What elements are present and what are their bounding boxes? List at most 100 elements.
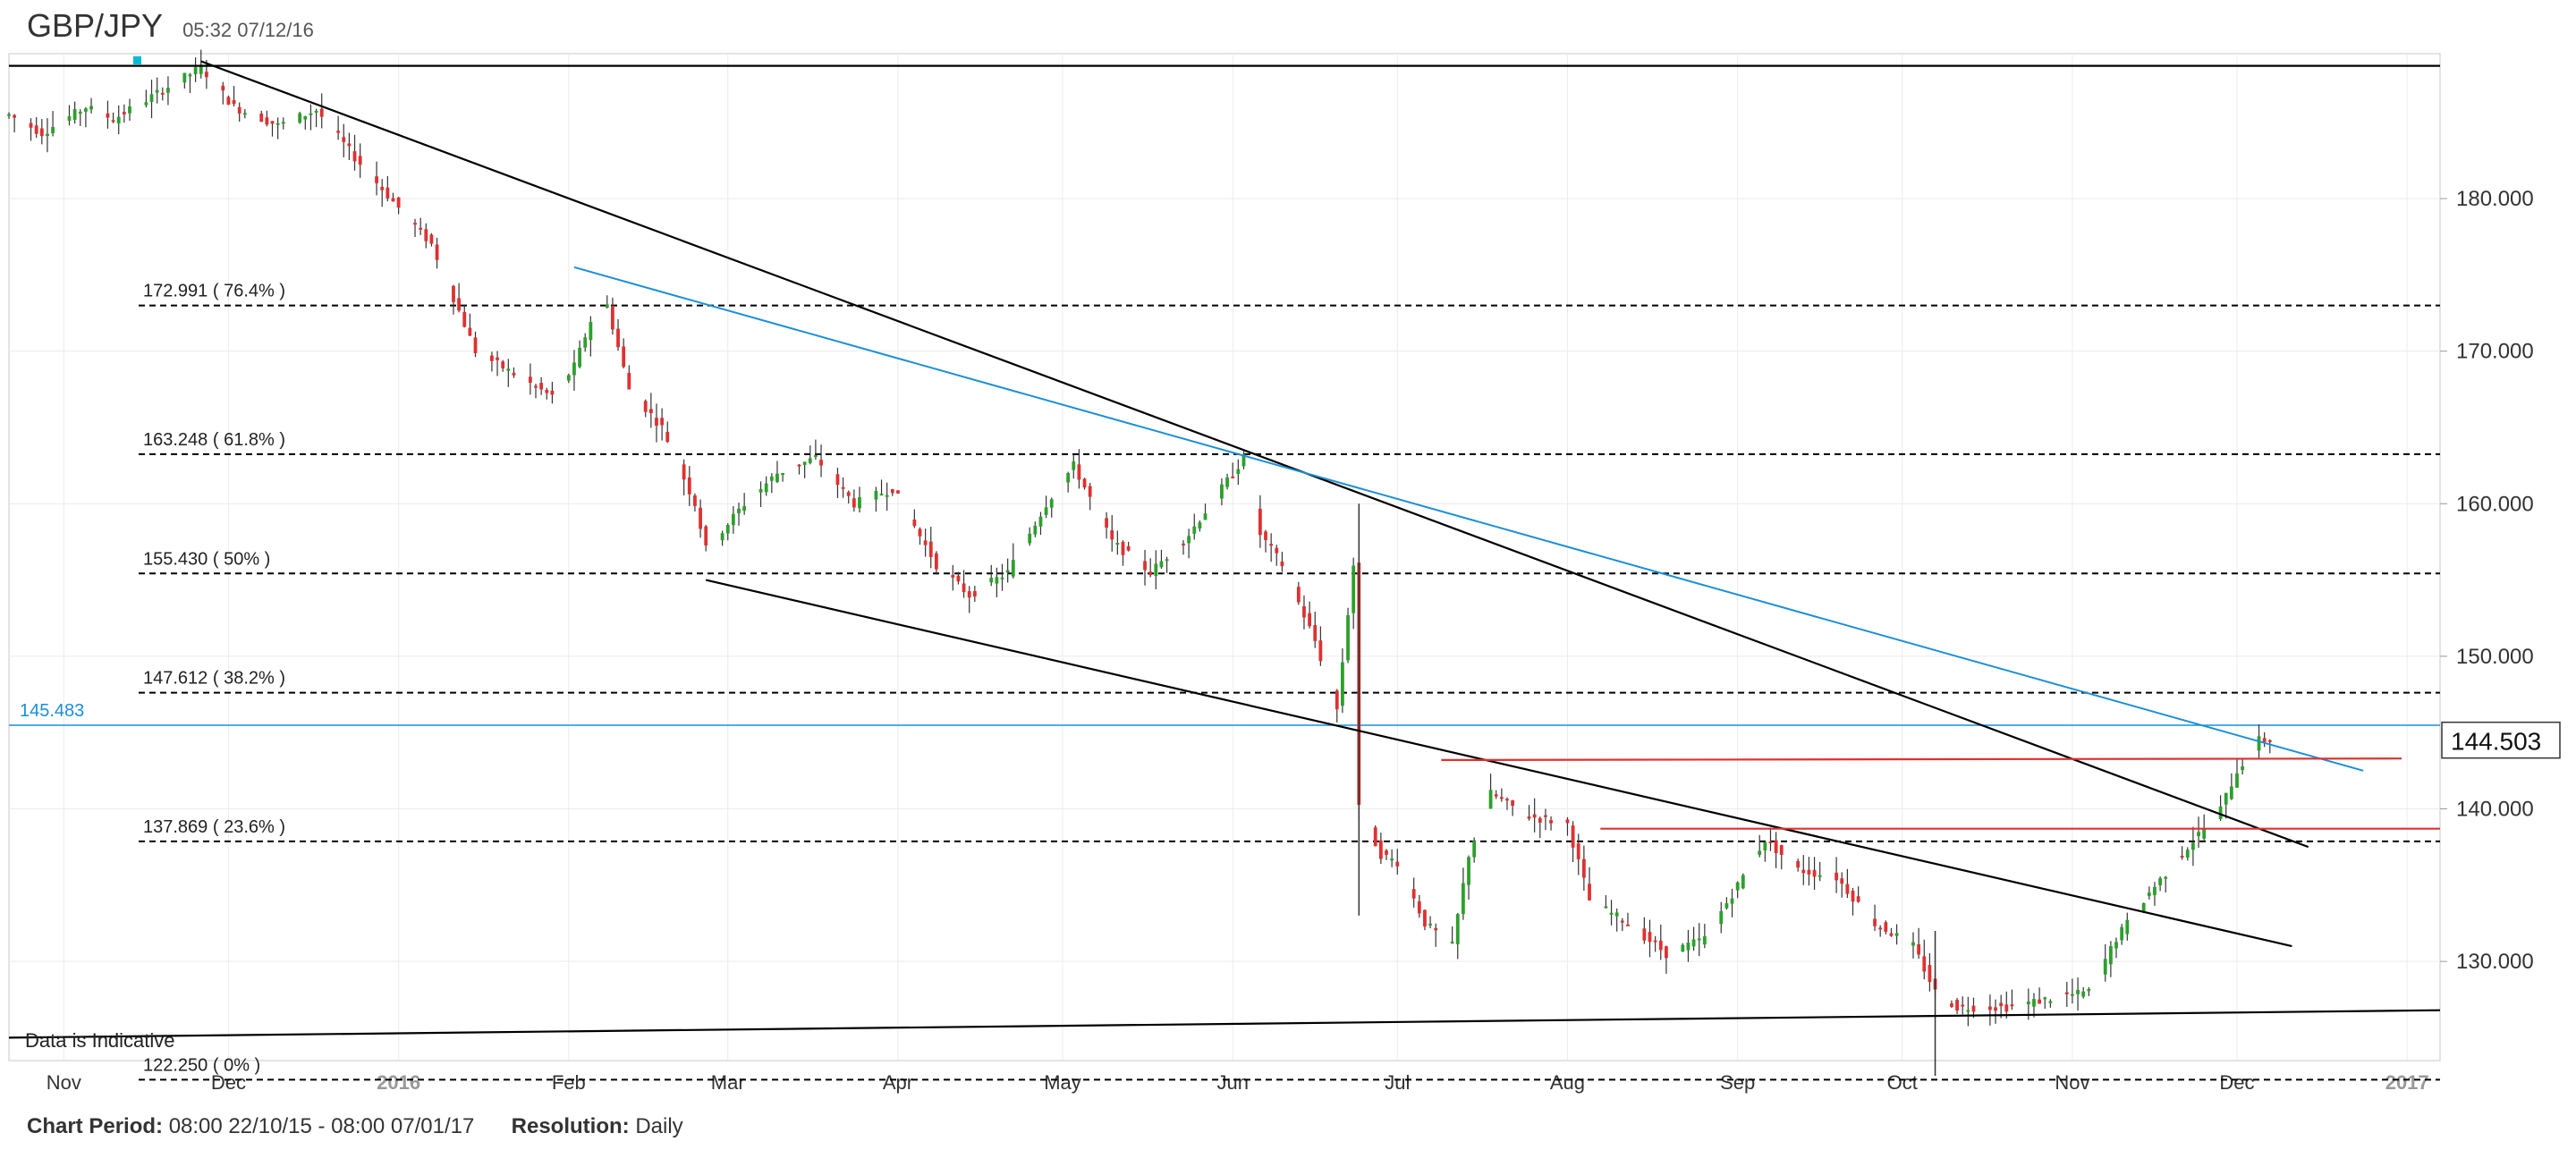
candle-body (1192, 526, 1197, 534)
candle-body (1719, 910, 1724, 925)
candle-body (1549, 820, 1553, 824)
candle-body (923, 540, 928, 545)
candle-body (342, 137, 346, 142)
candle-body (731, 513, 735, 526)
candle-body (951, 574, 955, 578)
candle-body (1236, 469, 1241, 474)
fib-level-label: 147.612 ( 38.2% ) (143, 669, 285, 689)
candle-body (808, 458, 812, 463)
candle-body (275, 123, 280, 125)
candle-body (956, 575, 961, 582)
candle-body (1220, 484, 1224, 499)
candle-body (819, 460, 823, 466)
candle-body (1126, 545, 1131, 551)
candle-body (2218, 806, 2223, 819)
candle-body (1620, 920, 1624, 923)
candle-body (2026, 1001, 2030, 1005)
candle-body (1763, 841, 1767, 850)
crosshair-price-label: 145.483 (20, 701, 84, 721)
candle-body (566, 375, 571, 381)
candle-body (699, 507, 702, 529)
candle-body (2224, 792, 2228, 805)
candle-body (841, 486, 845, 489)
candle-body (1987, 1006, 1992, 1010)
candle-body (1028, 533, 1032, 544)
candle-body (281, 122, 285, 124)
candle-body (2180, 855, 2184, 858)
candle-body (1110, 529, 1114, 540)
candle-body (858, 496, 861, 509)
candle-body (1187, 536, 1191, 544)
candle-body (2235, 773, 2239, 788)
candle-body (1072, 461, 1076, 470)
candle-body (116, 116, 121, 123)
candle-body (802, 461, 807, 466)
candle-body (242, 113, 247, 115)
candle-body (742, 505, 747, 511)
candle-body (391, 198, 395, 202)
fib-level-label: 172.991 ( 76.4% ) (143, 282, 285, 301)
candle-body (2147, 892, 2151, 896)
candle-body (259, 113, 264, 123)
candle-body (2081, 991, 2086, 997)
candle-body (1121, 541, 1125, 555)
candle-body (1544, 815, 1547, 817)
x-tick-label: Dec (2219, 1071, 2254, 1094)
candle-body (2114, 942, 2118, 949)
candle-body (2267, 740, 2272, 742)
x-tick-label: Sep (1720, 1071, 1755, 1094)
candle-body (270, 121, 275, 124)
candle-body (775, 473, 779, 482)
candle-body (1741, 875, 1745, 889)
candle-body (962, 583, 966, 593)
candle-body (2202, 828, 2207, 839)
candle-body (627, 372, 631, 390)
candle-body (1588, 884, 1591, 901)
candle-body (496, 357, 499, 360)
candle-body (160, 92, 165, 95)
candle-body (13, 114, 17, 118)
candle-body (1812, 869, 1817, 877)
candle-body (1269, 544, 1274, 546)
x-tick-label: May (1044, 1071, 1081, 1094)
candle-body (2071, 994, 2074, 996)
candle-body (687, 477, 691, 495)
candle-body (435, 244, 439, 260)
candle-body (1665, 946, 1668, 959)
candle-body (1472, 841, 1477, 858)
candle-body (237, 106, 242, 114)
candle-body (122, 112, 126, 114)
candle-body (193, 67, 198, 75)
candle-body (995, 577, 999, 584)
candle-body (2032, 999, 2036, 1007)
candle-body (347, 143, 352, 147)
candle-body (1005, 570, 1010, 573)
candle-body (1889, 933, 1894, 936)
candle-body (1724, 903, 1729, 909)
candle-body (1642, 928, 1647, 941)
candle-body (1488, 790, 1493, 809)
candle-body (1423, 909, 1427, 927)
candle-body (39, 128, 44, 137)
candle-body (128, 106, 131, 114)
candle-body (1730, 898, 1734, 904)
candle-body (616, 328, 620, 348)
candle-body (610, 305, 614, 330)
candle-body (1818, 875, 1822, 877)
candle-body (413, 223, 417, 225)
candle-body (1066, 473, 1071, 483)
candle-body (1648, 932, 1652, 943)
candle-body (1434, 927, 1438, 931)
candle-body (1182, 543, 1185, 545)
candle-body (419, 227, 423, 230)
candle-body (1390, 858, 1394, 861)
candle-body (2197, 832, 2200, 837)
candle-body (1614, 912, 1619, 917)
candle-body (1626, 924, 1630, 926)
candle-body (2038, 999, 2042, 1004)
candle-body (1691, 939, 1696, 947)
candle-body (1796, 860, 1801, 868)
candle-body (1231, 476, 1235, 478)
period-label: Chart Period: (27, 1114, 164, 1138)
